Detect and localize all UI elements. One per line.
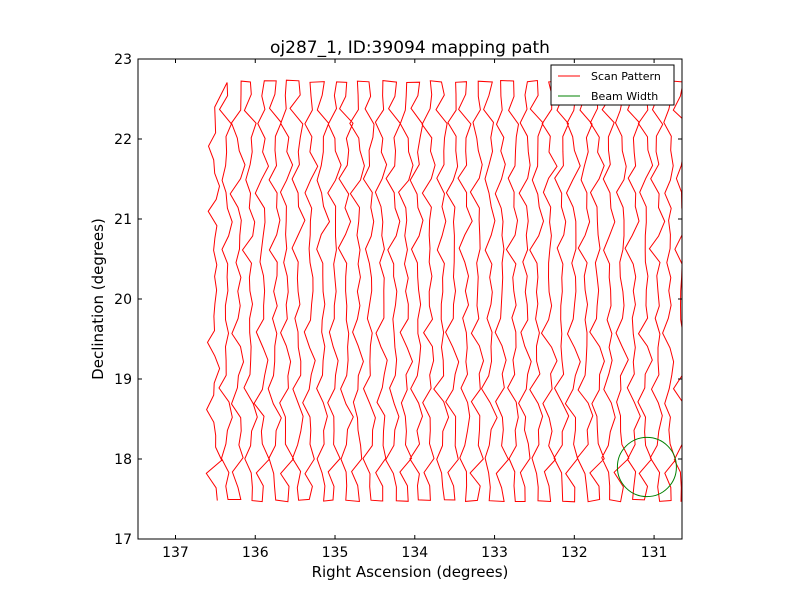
legend-beam-label: Beam Width bbox=[591, 90, 658, 103]
plot-frame bbox=[137, 58, 683, 540]
y-tick-label: 21 bbox=[114, 212, 132, 228]
x-tick-label: 135 bbox=[322, 545, 349, 561]
y-tick-label: 19 bbox=[114, 372, 132, 388]
x-tick-label: 132 bbox=[561, 545, 588, 561]
beam-width-series bbox=[616, 436, 677, 498]
legend-box bbox=[550, 64, 675, 106]
legend-scan-label: Scan Pattern bbox=[591, 70, 661, 83]
legend: Scan Pattern Beam Width bbox=[550, 64, 675, 106]
x-tick-label: 131 bbox=[641, 545, 668, 561]
x-axis-label: Right Ascension (degrees) bbox=[312, 563, 509, 581]
plot-area bbox=[137, 58, 683, 540]
x-tick-label: 137 bbox=[162, 545, 189, 561]
x-tick-label: 136 bbox=[242, 545, 269, 561]
scan-pattern-series bbox=[205, 79, 682, 503]
scan-pattern-line bbox=[205, 79, 682, 503]
x-tick-label: 133 bbox=[481, 545, 508, 561]
x-axis: 137 136 135 134 133 132 131 bbox=[162, 59, 667, 561]
y-axis-label: Declination (degrees) bbox=[89, 218, 107, 380]
y-tick-label: 18 bbox=[114, 452, 132, 468]
chart-title: oj287_1, ID:39094 mapping path bbox=[270, 38, 550, 58]
y-tick-label: 17 bbox=[114, 532, 132, 548]
y-axis: 17 18 19 20 21 22 23 bbox=[114, 52, 682, 548]
x-tick-label: 134 bbox=[401, 545, 428, 561]
y-tick-label: 22 bbox=[114, 132, 132, 148]
y-tick-label: 23 bbox=[114, 52, 132, 68]
beam-width-circle bbox=[616, 436, 677, 498]
y-tick-label: 20 bbox=[114, 292, 132, 308]
